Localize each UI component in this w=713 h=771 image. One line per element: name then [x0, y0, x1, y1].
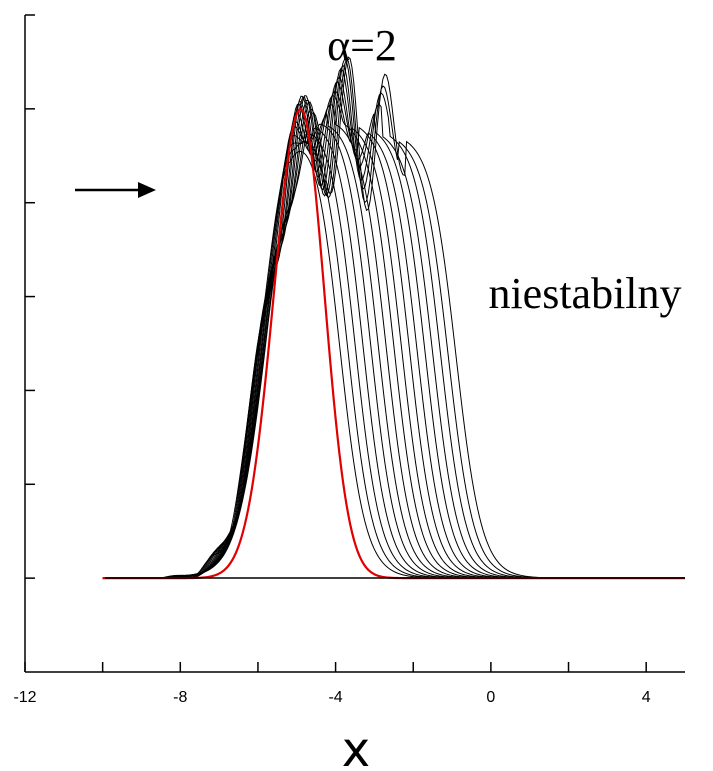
series-line [102, 90, 685, 579]
x-tick-label: 4 [642, 689, 651, 706]
x-tick-label: -8 [173, 689, 187, 706]
series-line [102, 58, 685, 579]
annotation-label: niestabilny [488, 269, 681, 318]
x-tick-label: -12 [13, 689, 36, 706]
axes: -12 -8 -4 0 4 [13, 14, 685, 706]
x-tick-label: -4 [328, 689, 342, 706]
series-line [102, 95, 685, 579]
direction-arrow [75, 182, 156, 198]
series-line [102, 81, 685, 579]
chart-title: α=2 [327, 21, 397, 70]
series-line [102, 76, 685, 579]
series-line [102, 123, 685, 579]
series-line [102, 67, 685, 579]
x-tick-label: 0 [486, 689, 495, 706]
x-axis-label: x [342, 722, 370, 771]
